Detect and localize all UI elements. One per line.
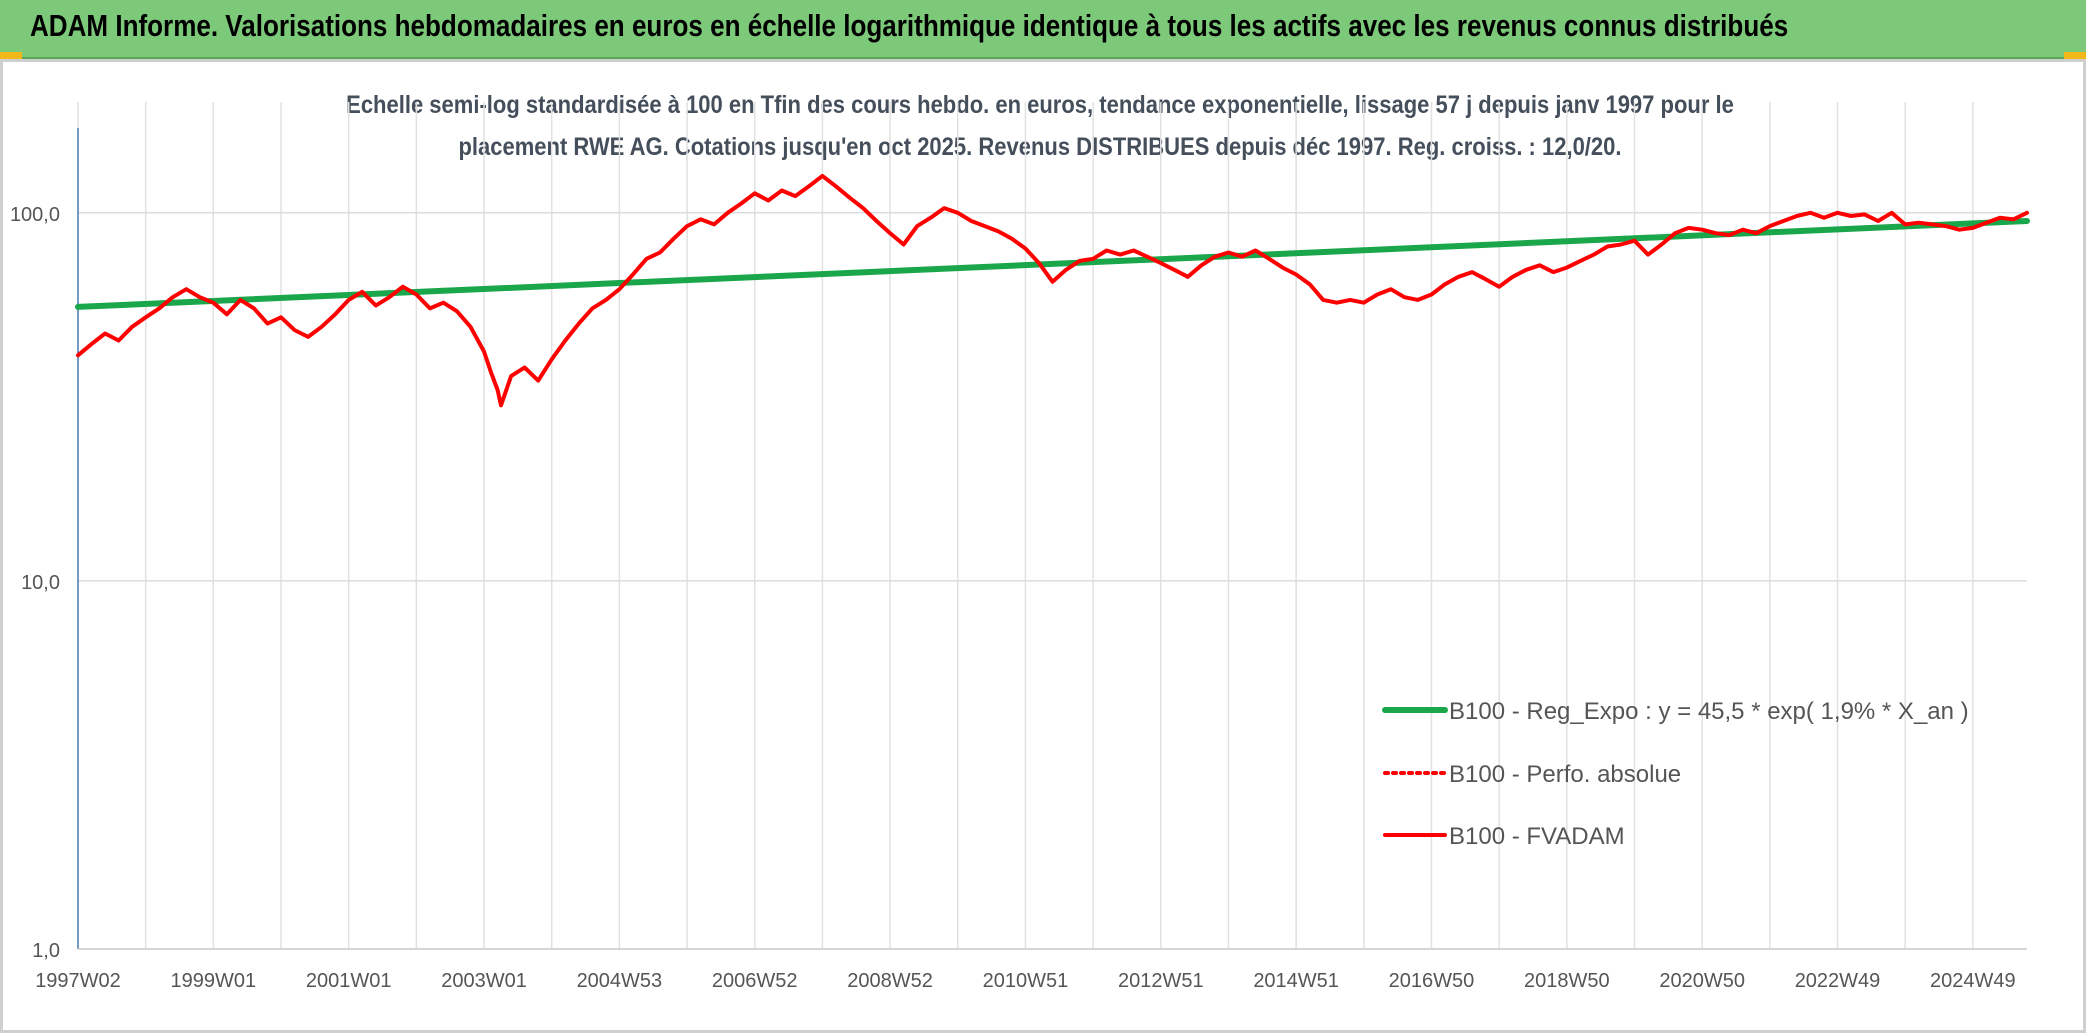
chart-frame bbox=[0, 59, 2086, 1033]
corner-marker-right bbox=[2064, 52, 2086, 62]
y-tick-label: 10,0 bbox=[21, 572, 60, 594]
x-tick-label: 2010W51 bbox=[983, 970, 1069, 992]
fvadam-line bbox=[76, 173, 2029, 408]
regression-line bbox=[75, 218, 2030, 310]
x-tick-label: 2008W52 bbox=[847, 970, 933, 992]
x-tick-label: 2022W49 bbox=[1795, 970, 1881, 992]
x-tick-label: 2004W53 bbox=[577, 970, 663, 992]
x-tick-label: 2024W49 bbox=[1930, 970, 2016, 992]
x-tick-label: 2012W51 bbox=[1118, 970, 1204, 992]
x-tick-label: 2006W52 bbox=[712, 970, 798, 992]
x-tick-label: 2018W50 bbox=[1524, 970, 1610, 992]
x-tick-label: 2020W50 bbox=[1659, 970, 1745, 992]
x-tick-label: 1997W02 bbox=[35, 970, 121, 992]
chart-title-line-1: Echelle semi-log standardisée à 100 en T… bbox=[346, 91, 1734, 119]
legend-label: B100 - Reg_Expo : y = 45,5 * exp( 1,9% *… bbox=[1449, 698, 1969, 725]
legend-label: B100 - FVADAM bbox=[1449, 823, 1625, 850]
y-tick-label: 100,0 bbox=[10, 204, 60, 226]
x-tick-label: 2016W50 bbox=[1389, 970, 1475, 992]
x-tick-label: 2003W01 bbox=[441, 970, 527, 992]
report-title: ADAM Informe. Valorisations hebdomadaire… bbox=[30, 8, 1789, 43]
x-tick-label: 2014W51 bbox=[1253, 970, 1339, 992]
x-tick-label: 1999W01 bbox=[171, 970, 257, 992]
corner-marker-left bbox=[0, 52, 22, 62]
report-banner: ADAM Informe. Valorisations hebdomadaire… bbox=[0, 0, 2086, 59]
x-tick-label: 2001W01 bbox=[306, 970, 392, 992]
legend-label: B100 - Perfo. absolue bbox=[1449, 761, 1681, 788]
chart-title-line-2: placement RWE AG. Cotations jusqu'en oct… bbox=[458, 133, 1622, 161]
y-tick-label: 1,0 bbox=[32, 940, 60, 962]
